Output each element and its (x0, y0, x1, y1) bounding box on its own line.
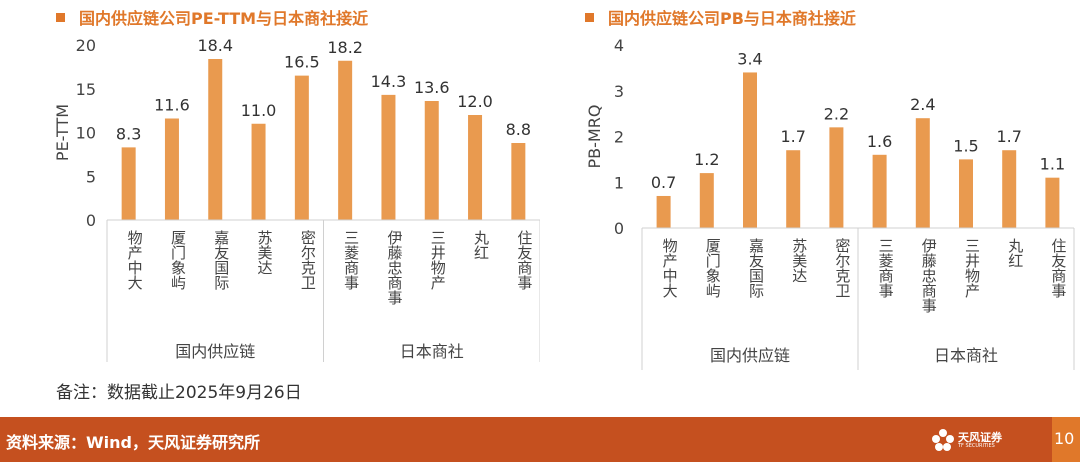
data-label: 1.5 (953, 136, 978, 155)
chart-title-left: 国内供应链公司PE-TTM与日本商社接近 (56, 5, 368, 29)
category-label: 厦门象屿 (169, 230, 187, 291)
chart-title-right: 国内供应链公司PB与日本商社接近 (585, 5, 856, 29)
y-tick-label: 0 (614, 219, 624, 238)
category-label: 密尔克卫 (833, 238, 851, 298)
y-tick-label: 0 (86, 211, 96, 230)
y-tick-label: 10 (76, 124, 96, 143)
data-label: 0.7 (651, 173, 676, 192)
data-label: 12.0 (457, 92, 493, 111)
category-label: 物产中大 (661, 238, 679, 298)
y-tick-label: 1 (614, 173, 624, 192)
category-label: 物产中大 (126, 230, 144, 290)
y-tick-label: 5 (86, 167, 96, 186)
bar (872, 154, 887, 228)
bar (511, 143, 526, 220)
logo-subtext: TF SECURITIES (958, 443, 995, 449)
logo-text: 天风证券 (958, 431, 1002, 444)
bar (1045, 177, 1060, 228)
group-label: 国内供应链 (710, 346, 790, 365)
bar (251, 123, 266, 220)
y-tick-label: 3 (614, 82, 624, 101)
y-tick-label: 2 (614, 128, 624, 147)
bar (915, 118, 930, 228)
category-label: 三井物产 (963, 238, 981, 298)
category-label: 三菱商事 (342, 230, 360, 290)
bar (1002, 150, 1017, 228)
data-label: 2.2 (824, 104, 849, 123)
page-badge (1052, 417, 1080, 462)
category-label: 伊藤忠商事 (385, 230, 403, 305)
footnote: 备注：数据截止2025年9月26日 (56, 383, 302, 403)
bar (656, 195, 671, 228)
y-tick-label: 20 (76, 36, 96, 55)
data-label: 11.6 (154, 96, 190, 115)
data-label: 1.6 (867, 132, 892, 151)
data-label: 11.0 (241, 101, 277, 120)
data-label: 1.2 (694, 150, 719, 169)
pe-ttm-chart: 0 5 10 15 20 PE-TTM 8.3 物产中大 11.6 厦门象屿 18.4 嘉友国际 11.… (53, 36, 540, 362)
category-label: 嘉友国际 (747, 238, 765, 299)
data-label: 14.3 (371, 72, 407, 91)
data-label: 18.2 (327, 38, 363, 57)
y-axis-label: PB-MRQ (585, 105, 604, 169)
footer-bar: 资料来源：Wind，天风证券研究所 天风证券 TF SECURITIES 10 (0, 417, 1080, 462)
y-tick-label: 15 (76, 80, 96, 99)
group-label: 国内供应链 (175, 342, 255, 361)
title-square-icon (56, 13, 65, 22)
data-label: 8.3 (116, 124, 141, 143)
data-label: 1.1 (1040, 155, 1065, 174)
category-label: 嘉友国际 (212, 230, 230, 291)
category-label: 密尔克卫 (299, 230, 317, 290)
company-logo: 天风证券 TF SECURITIES (930, 425, 1050, 457)
data-label: 3.4 (737, 49, 762, 68)
bar (699, 173, 714, 228)
bar (294, 75, 309, 220)
category-label: 住友商事 (515, 230, 533, 290)
category-label: 住友商事 (1049, 238, 1067, 298)
bar (338, 60, 353, 220)
bar (424, 101, 439, 220)
bar (381, 94, 396, 220)
data-label: 1.7 (780, 127, 805, 146)
title-square-icon (585, 13, 594, 22)
category-label: 三井物产 (429, 230, 447, 290)
chart-title-right-text: 国内供应链公司PB与日本商社接近 (608, 9, 856, 28)
bar (164, 118, 179, 220)
bar (208, 59, 223, 220)
group-label: 日本商社 (934, 346, 998, 365)
category-label: 伊藤忠商事 (920, 238, 938, 313)
bar (959, 159, 973, 228)
category-label: 厦门象屿 (704, 238, 722, 299)
bar (786, 150, 801, 228)
bar (743, 72, 757, 228)
flower-logo-icon (932, 429, 954, 451)
category-label: 丸红 (1006, 238, 1024, 268)
category-label: 苏美达 (790, 238, 808, 283)
pb-mrq-chart: 0 1 2 3 4 PB-MRQ 0.7 物产中大 1.2 厦门象屿 3.4 嘉友国际 1.7 苏美达 2.… (585, 36, 1075, 370)
data-label: 18.4 (197, 36, 233, 55)
page-number: 10 (1054, 429, 1075, 448)
data-label: 8.8 (506, 120, 531, 139)
group-label: 日本商社 (400, 342, 464, 361)
data-label: 1.7 (996, 127, 1021, 146)
category-label: 三菱商事 (877, 238, 895, 298)
bar (829, 127, 844, 228)
bar (468, 115, 483, 220)
source-text: 资料来源：Wind，天风证券研究所 (6, 433, 260, 452)
y-axis-label: PE-TTM (53, 104, 72, 161)
y-tick-label: 4 (614, 36, 624, 55)
category-label: 丸红 (472, 230, 490, 260)
category-label: 苏美达 (256, 230, 274, 275)
bar (121, 147, 136, 220)
data-label: 2.4 (910, 95, 935, 114)
data-label: 16.5 (284, 53, 320, 72)
data-label: 13.6 (414, 78, 450, 97)
chart-title-left-text: 国内供应链公司PE-TTM与日本商社接近 (79, 9, 369, 28)
